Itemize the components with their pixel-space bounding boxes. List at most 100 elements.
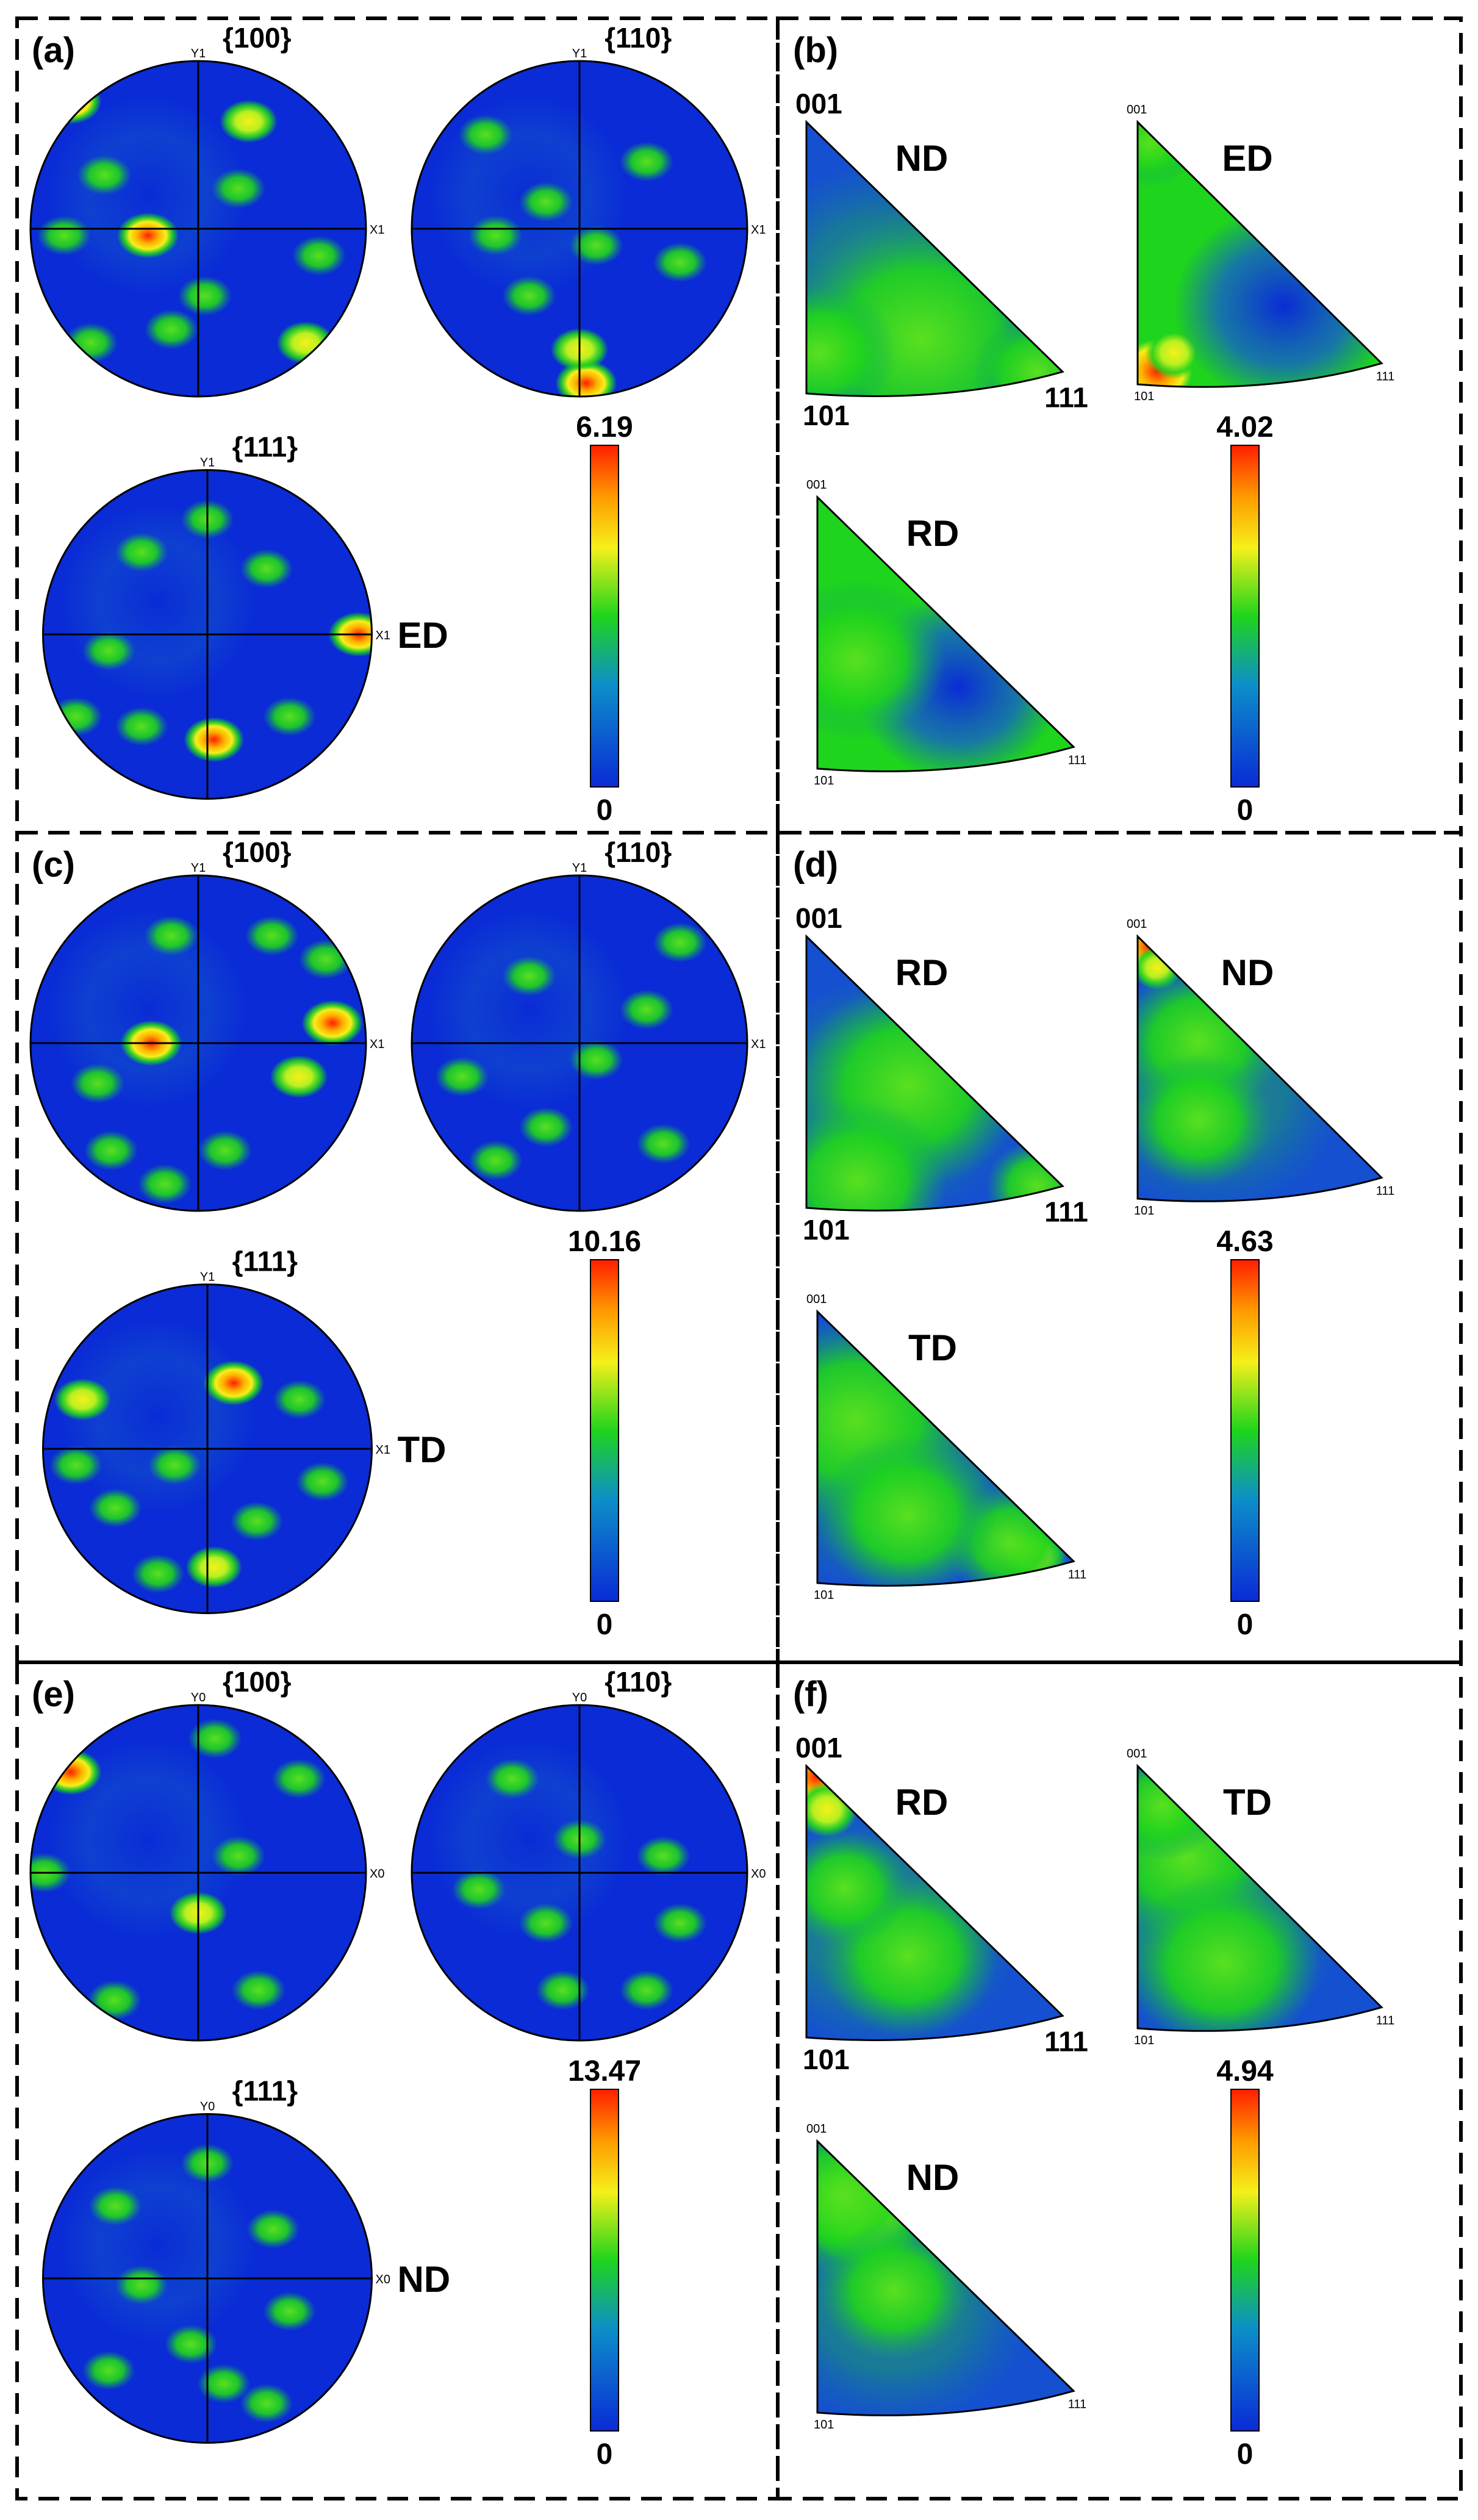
colorbar-min-label: 0 (597, 1609, 613, 1641)
intensity-spot (82, 631, 135, 671)
intensity-spot (82, 2350, 135, 2390)
panel-f: (f) 001 101 111 RD 001 101 111 TD 001 101 111 ND 4.94… (793, 1675, 1394, 2471)
intensity-spot (458, 115, 513, 155)
colorbar: 4.94 0 (1216, 2055, 1274, 2471)
intensity-spot (211, 1836, 266, 1876)
ipf-intensity-region (1138, 1875, 1321, 2031)
intensity-spot (115, 533, 168, 572)
pole-axis-label-x: X0 (751, 1867, 766, 1881)
inverse-pole-figure: 001 101 111 TD (806, 1293, 1086, 1602)
intensity-spot (164, 2324, 218, 2364)
colorbar: 6.19 0 (576, 411, 633, 827)
ipf-corner-101: 101 (814, 1588, 834, 1602)
pole-outline (29, 1704, 367, 2042)
pole-title: {111} (232, 431, 298, 463)
pole-axis-label-x: X1 (751, 1038, 766, 1051)
intensity-spot (115, 2265, 168, 2305)
intensity-spot (240, 2383, 293, 2423)
inverse-pole-figure: 001 101 111 RD (806, 478, 1086, 788)
ipf-corner-111: 111 (1376, 1185, 1394, 1198)
ipf-corner-101: 101 (803, 1214, 850, 1246)
panel-a: (a) {100} Y1 X1 {110} Y1 X1 {111} Y1 X1 ED 6.19 0 (29, 22, 766, 827)
intensity-spot (518, 182, 573, 222)
ipf-direction-title: ND (895, 138, 949, 179)
colorbar-max-label: 6.19 (576, 411, 633, 443)
panel-label: (c) (32, 845, 75, 885)
pole-figure: {110} Y1 X1 (411, 836, 766, 1212)
panel-frame-right-0 (776, 16, 1463, 835)
colorbar-gradient (590, 2089, 619, 2432)
colorbar: 4.63 0 (1216, 1226, 1273, 1641)
pole-outline (411, 60, 748, 398)
intensity-spot (54, 1378, 111, 1421)
intensity-spot (536, 1970, 590, 2011)
pole-axis-label-y: Y0 (572, 1691, 587, 1704)
ipf-intensity-region (806, 1830, 909, 1946)
intensity-spot (40, 78, 102, 124)
ipf-corner-001: 001 (1127, 103, 1147, 117)
colorbar: 4.02 0 (1216, 411, 1273, 827)
intensity-spot (197, 2364, 251, 2403)
ipf-corner-111: 111 (1044, 2025, 1088, 2057)
intensity-spot (185, 1546, 243, 1588)
inverse-pole-figure: 001 101 111 RD (795, 902, 1088, 1246)
pole-axis-label-y: Y0 (200, 2100, 215, 2114)
intensity-spot (296, 1462, 350, 1501)
colorbar-max-label: 4.63 (1216, 1226, 1273, 1258)
intensity-spot (115, 706, 168, 746)
intensity-spot (88, 1488, 142, 1528)
ipf-intensity-region (973, 314, 1063, 397)
intensity-spot (230, 1501, 284, 1541)
ipf-corner-111: 111 (1376, 2014, 1394, 2028)
intensity-spot (273, 1380, 326, 1420)
intensity-spot (211, 168, 266, 209)
pole-figure: {100} Y1 X1 (29, 836, 384, 1212)
ipf-outline (805, 120, 1064, 397)
intensity-spot (245, 916, 300, 956)
sample-direction-label: TD (398, 1429, 447, 1470)
ipf-outline (1136, 120, 1383, 388)
colorbar-max-label: 13.47 (568, 2055, 641, 2087)
colorbar-gradient (590, 1259, 619, 1602)
pole-figure: {100} Y1 X1 (29, 22, 384, 398)
pole-title: {100} (223, 1666, 292, 1698)
colorbar-gradient (590, 445, 619, 788)
intensity-spot (298, 939, 353, 980)
ipf-outline (816, 2139, 1075, 2416)
ipf-outline (805, 1764, 1064, 2041)
pole-axis-label-y: Y1 (191, 861, 206, 875)
colorbar-min-label: 0 (1237, 794, 1254, 827)
pole-figure: {111} Y1 X1 TD (42, 1246, 447, 1614)
ipf-corner-111: 111 (1044, 1196, 1088, 1227)
ipf-direction-title: RD (906, 513, 960, 554)
intensity-spot (292, 235, 346, 276)
colorbar-gradient (1230, 445, 1260, 788)
ipf-corner-101: 101 (1134, 2034, 1154, 2047)
intensity-spot (518, 1903, 573, 1944)
colorbar-max-label: 4.94 (1216, 2055, 1274, 2087)
pole-outline (411, 874, 748, 1212)
intensity-spot (451, 1869, 506, 1910)
inverse-pole-figure: 001 101 111 ND (806, 2122, 1086, 2432)
ipf-intensity-region (817, 1434, 997, 1586)
colorbar-max-label: 4.02 (1216, 411, 1273, 443)
ipf-direction-title: ED (1222, 138, 1272, 179)
pole-axis-label-y: Y1 (200, 456, 215, 470)
intensity-spot (518, 1107, 573, 1147)
intensity-spot (569, 1039, 623, 1080)
intensity-spot (88, 2186, 142, 2226)
pole-figure: {111} Y0 X0 ND (42, 2075, 451, 2444)
pole-title: {111} (232, 2075, 298, 2107)
panel-c: (c) {100} Y1 X1 {110} Y1 X1 {111} Y1 X1 TD 10.16 0 (29, 836, 766, 1641)
sample-direction-label: ND (398, 2259, 451, 2300)
ipf-outline (1136, 1764, 1383, 2032)
pole-axis-label-y: Y1 (572, 861, 587, 875)
ipf-corner-101: 101 (1134, 390, 1154, 403)
colorbar: 10.16 0 (568, 1226, 641, 1641)
intensity-spot (84, 1130, 138, 1171)
panel-label: (e) (32, 1675, 75, 1714)
ipf-direction-title: ND (1221, 952, 1274, 993)
inverse-pole-figure: 001 101 111 ND (795, 88, 1088, 431)
